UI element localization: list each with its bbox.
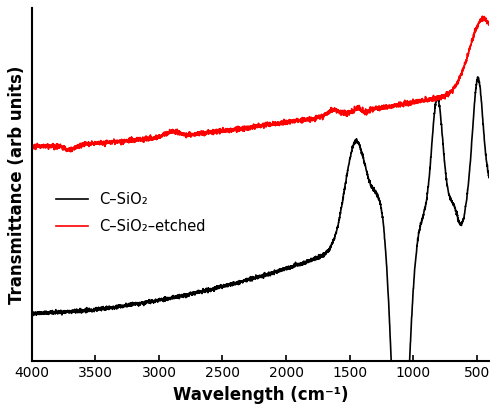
- C–SiO₂: [221, 284, 227, 289]
- C–SiO₂–etched: [450, 91, 456, 96]
- C–SiO₂: [474, 75, 480, 80]
- C–SiO₂–etched: [362, 110, 368, 115]
- C–SiO₂: [29, 310, 35, 315]
- Legend: C–SiO₂, C–SiO₂–etched: C–SiO₂, C–SiO₂–etched: [48, 185, 213, 241]
- C–SiO₂–etched: [68, 149, 73, 154]
- C–SiO₂–etched: [29, 145, 35, 150]
- C–SiO₂: [472, 90, 478, 95]
- X-axis label: Wavelength (cm⁻¹): Wavelength (cm⁻¹): [173, 386, 348, 404]
- C–SiO₂–etched: [480, 14, 486, 19]
- C–SiO₂–etched: [486, 20, 492, 25]
- C–SiO₂: [246, 277, 252, 282]
- Line: C–SiO₂–etched: C–SiO₂–etched: [32, 16, 490, 152]
- C–SiO₂–etched: [246, 127, 252, 132]
- C–SiO₂–etched: [225, 126, 231, 131]
- C–SiO₂–etched: [221, 129, 227, 134]
- Y-axis label: Transmittance (arb units): Transmittance (arb units): [8, 66, 26, 304]
- C–SiO₂: [224, 284, 230, 289]
- C–SiO₂: [486, 173, 492, 178]
- C–SiO₂: [361, 160, 367, 165]
- C–SiO₂–etched: [472, 29, 478, 34]
- C–SiO₂: [450, 200, 456, 205]
- Line: C–SiO₂: C–SiO₂: [32, 77, 490, 412]
